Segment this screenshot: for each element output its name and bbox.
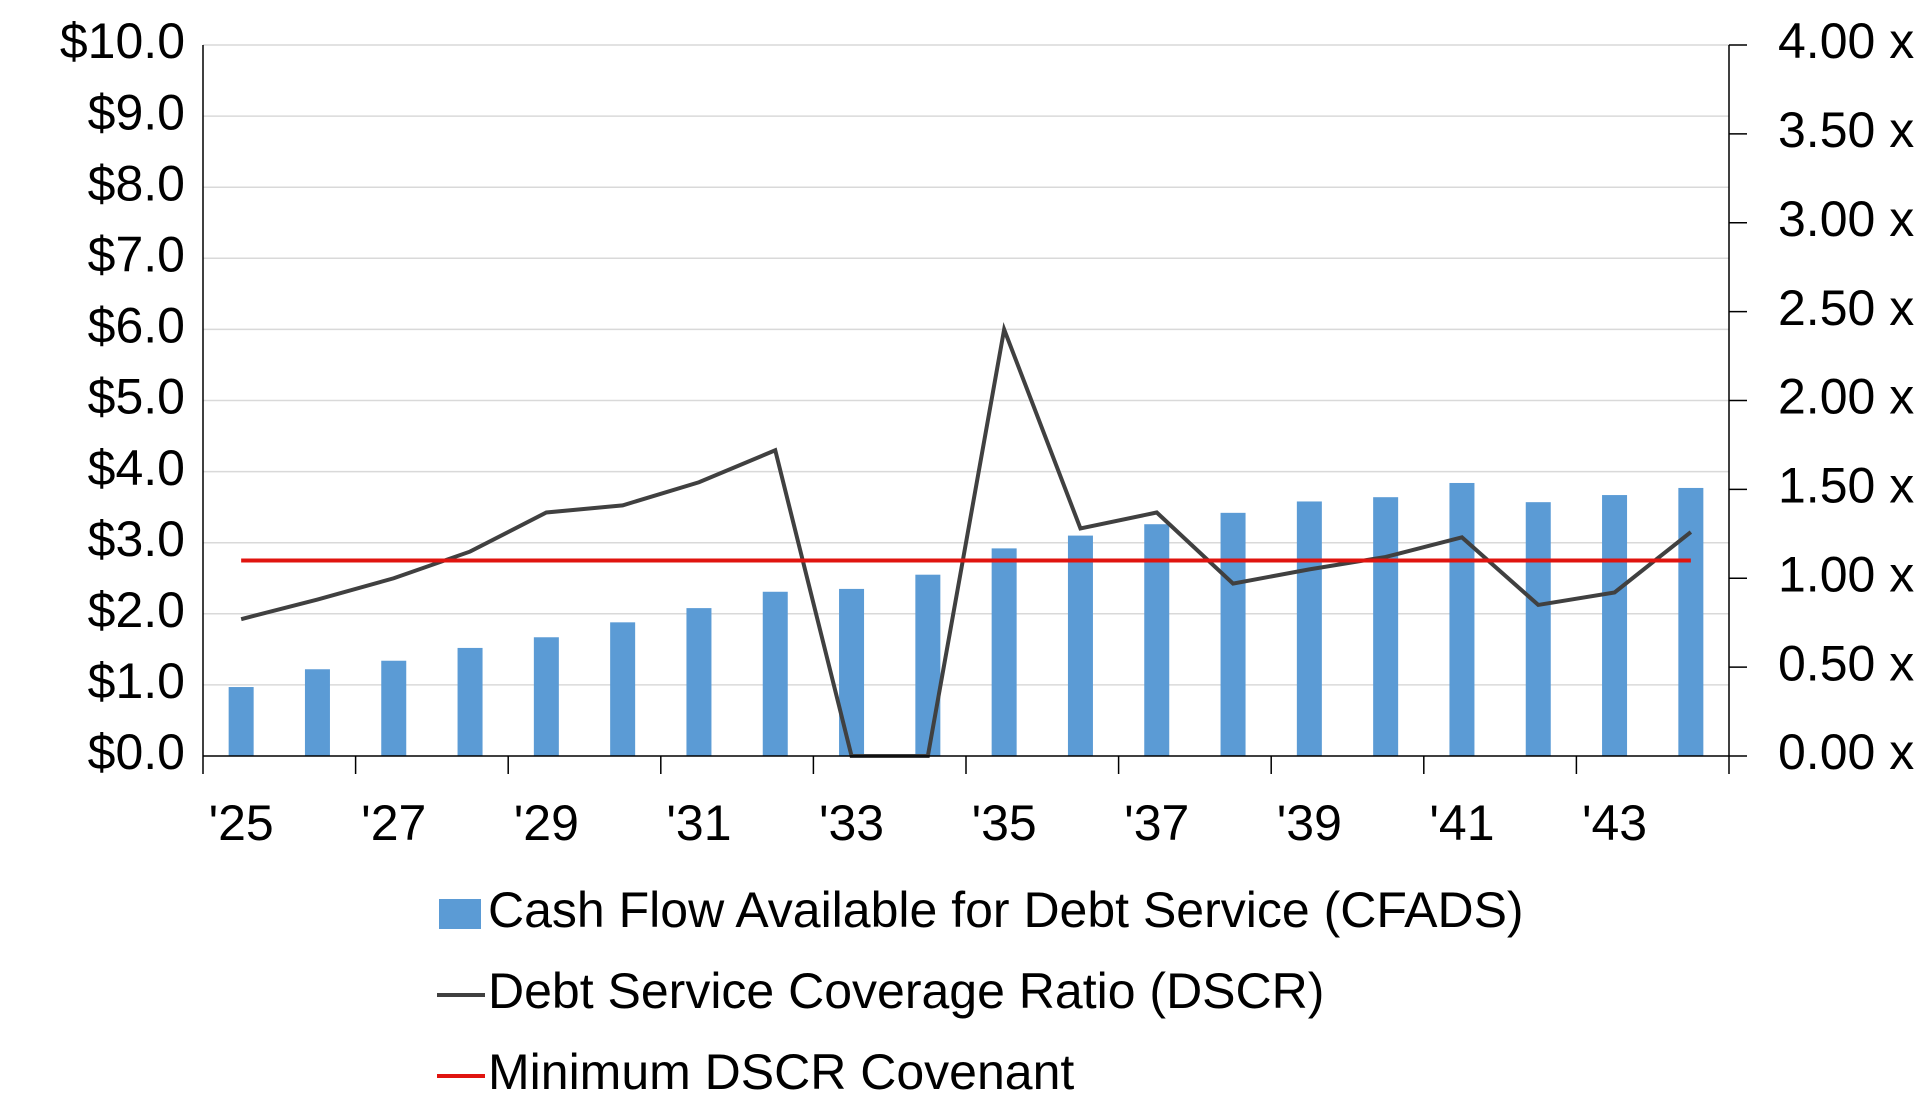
axes [202, 44, 1747, 774]
x-axis-tick-label: '43 [1582, 795, 1647, 851]
cfads-bar [228, 687, 254, 756]
left-axis-tick-label: $1.0 [88, 653, 185, 709]
cfads-bar [1220, 512, 1246, 756]
legend-swatch-cfads [439, 899, 481, 929]
cfads-bar [304, 669, 330, 756]
tick-labels: $0.0 $1.0 $2.0 $3.0 $4.0 $5.0 $6.0 $7.0 $8.0 $9.0… [60, 13, 1914, 851]
cfads-bar [610, 622, 636, 756]
x-axis-tick-label: '27 [361, 795, 426, 851]
right-axis-tick-label: 3.00 x [1778, 191, 1914, 247]
cfads-bar [839, 588, 865, 756]
legend-label: Cash Flow Available for Debt Service (CF… [488, 882, 1524, 938]
right-axis-tick-label: 4.00 x [1778, 13, 1914, 69]
cfads-bar [686, 608, 712, 756]
right-axis-tick-label: 1.00 x [1778, 546, 1914, 602]
left-axis-tick-label: $5.0 [88, 369, 185, 425]
gridlines [203, 44, 1729, 686]
cfads-bar [1678, 487, 1704, 756]
cfads-bar [1525, 502, 1551, 756]
series-lines [240, 321, 1693, 758]
left-axis-tick-label: $10.0 [60, 13, 185, 69]
left-axis-tick-label: $8.0 [88, 155, 185, 211]
cfads-bar [533, 637, 559, 756]
cfads-bars [228, 482, 1704, 756]
left-axis-tick-label: $9.0 [88, 84, 185, 140]
x-axis-tick-label: '41 [1429, 795, 1494, 851]
left-axis-tick-label: $4.0 [88, 440, 185, 496]
right-axis-tick-label: 2.50 x [1778, 280, 1914, 336]
left-axis-tick-label: $6.0 [88, 298, 185, 354]
cfads-bar [1067, 535, 1093, 756]
left-axis-tick-label: $2.0 [88, 582, 185, 638]
cfads-bar [915, 574, 941, 756]
cfads-bar [1144, 524, 1170, 756]
x-axis-tick-label: '29 [514, 795, 579, 851]
x-axis-tick-label: '25 [209, 795, 274, 851]
right-axis-tick-label: 0.00 x [1778, 724, 1914, 780]
cfads-bar [457, 647, 483, 756]
cfads-bar [1602, 495, 1628, 756]
right-axis-tick-label: 2.00 x [1778, 369, 1914, 425]
legend-label: Minimum DSCR Covenant [488, 1044, 1074, 1100]
right-axis-tick-label: 3.50 x [1778, 102, 1914, 158]
x-axis-tick-label: '39 [1277, 795, 1342, 851]
right-axis-tick-label: 1.50 x [1778, 458, 1914, 514]
x-axis-tick-label: '33 [819, 795, 884, 851]
cfads-bar [991, 548, 1017, 756]
x-axis-tick-label: '37 [1124, 795, 1189, 851]
cfads-bar [1373, 497, 1399, 756]
x-axis-tick-label: '31 [666, 795, 731, 851]
left-axis-tick-label: $0.0 [88, 724, 185, 780]
legend-label: Debt Service Coverage Ratio (DSCR) [488, 963, 1324, 1019]
x-axis-tick-label: '35 [972, 795, 1037, 851]
cfads-bar [1296, 501, 1322, 756]
left-axis-tick-label: $3.0 [88, 511, 185, 567]
legend: Cash Flow Available for Debt Service (CF… [437, 882, 1524, 1100]
left-axis-tick-label: $7.0 [88, 227, 185, 283]
dscr-line [240, 321, 1693, 758]
cfads-bar [1449, 482, 1475, 756]
cfads-bar [381, 660, 407, 756]
cfads-bar [762, 591, 788, 756]
right-axis-tick-label: 0.50 x [1778, 635, 1914, 691]
